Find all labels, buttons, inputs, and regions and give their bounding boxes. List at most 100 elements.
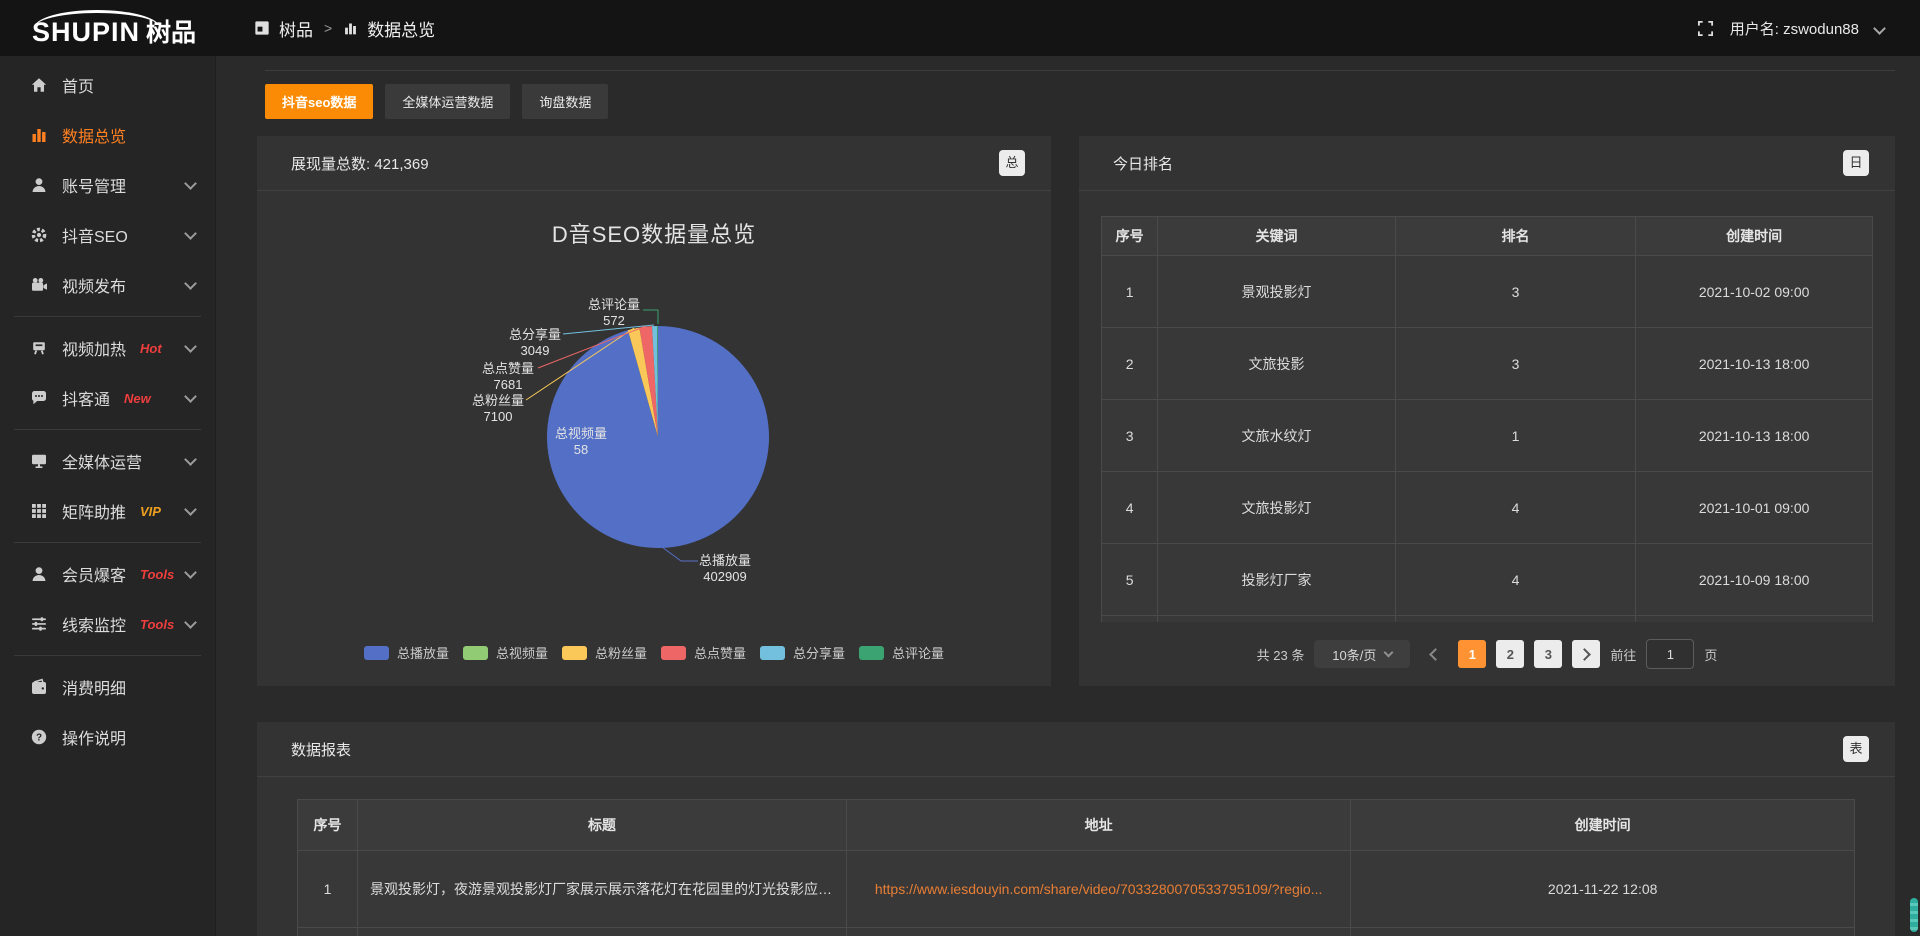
sidebar-divider xyxy=(14,316,201,317)
breadcrumb-root[interactable]: 树品 xyxy=(279,20,313,40)
pie-slice-2[interactable] xyxy=(627,330,658,437)
gear-icon xyxy=(31,227,47,243)
page-button-3[interactable]: 3 xyxy=(1534,640,1563,668)
sidebar-item-user[interactable]: 会员爆客 Tools xyxy=(0,549,215,599)
table-row: 1 景观投影灯 3 2021-10-02 09:00 xyxy=(1101,255,1873,328)
sidebar-divider xyxy=(14,542,201,543)
seo-data-panel: 展现量总数: 421,369 总 D音SEO数据量总览 总播放量 402909 总视… xyxy=(257,136,1051,686)
chevron-down-icon[interactable] xyxy=(1873,21,1886,35)
sidebar-item-user[interactable]: 账号管理 xyxy=(0,160,215,210)
chevron-down-icon xyxy=(184,615,197,629)
prev-page-button[interactable] xyxy=(1420,640,1448,668)
pie-slice-5[interactable] xyxy=(652,326,658,437)
pie-label-value: 7681 xyxy=(494,377,523,392)
legend-swatch xyxy=(661,645,686,660)
goto-page-input[interactable] xyxy=(1646,639,1695,669)
main-content: 抖音seo数据 全媒体运营数据 询盘数据 展现量总数: 421,369 总 D音SE… xyxy=(216,56,1920,936)
sidebar-item-gear[interactable]: 抖音SEO xyxy=(0,210,215,260)
pie-label-value: 3049 xyxy=(521,343,550,358)
legend-item[interactable]: 总评论量 xyxy=(859,643,944,662)
pie-slice-3[interactable] xyxy=(627,327,658,437)
legend-swatch xyxy=(760,645,786,660)
sidebar-item-home[interactable]: 首页 xyxy=(0,60,215,110)
chevron-down-icon xyxy=(1383,647,1394,658)
header-cell: 序号 xyxy=(1101,216,1159,256)
sliders-icon xyxy=(32,617,46,631)
legend-item[interactable]: 总播放量 xyxy=(363,643,449,662)
header-cell: 地址 xyxy=(845,799,1352,851)
tab-bar: 抖音seo数据 全媒体运营数据 询盘数据 xyxy=(265,84,609,119)
pie-chart-area: D音SEO数据量总览 总播放量 402909 总视频量 58 总粉丝量 7100 总点赞量 7… xyxy=(257,191,1051,686)
legend-item[interactable]: 总粉丝量 xyxy=(561,643,647,662)
legend-item[interactable]: 总视频量 xyxy=(462,643,548,662)
table-mode-button[interactable]: 表 xyxy=(1843,736,1869,762)
table-cell: 4 xyxy=(1394,543,1637,616)
sidebar-item-sliders[interactable]: 线索监控 Tools xyxy=(0,599,215,649)
legend-swatch xyxy=(462,645,488,660)
sidebar-item-camera[interactable]: 视频发布 xyxy=(0,260,215,310)
table-cell xyxy=(1635,615,1873,622)
chevron-right-icon xyxy=(1578,647,1592,661)
pie-slice-4[interactable] xyxy=(639,326,658,437)
data-report-panel: 数据报表 表 序号 标题 地址 创建时间 1 景观投影灯，夜游景观投影灯厂家展示展示落花灯… xyxy=(257,722,1895,936)
table-cell: 2021-10-02 09:00 xyxy=(1635,255,1873,328)
fullscreen-icon[interactable] xyxy=(1697,20,1714,37)
table-cell: 4 xyxy=(1394,471,1637,544)
table-cell: 2021-10-01 09:00 xyxy=(1635,471,1873,544)
report-table: 序号 标题 地址 创建时间 1 景观投影灯，夜游景观投影灯厂家展示展示落花灯在花园里的灯光… xyxy=(297,799,1855,936)
table-cell xyxy=(1394,615,1637,622)
tab-1[interactable]: 抖音seo数据 xyxy=(265,84,374,119)
legend-label: 总点赞量 xyxy=(694,646,747,661)
sidebar-item-wallet[interactable]: 消费明细 xyxy=(0,662,215,712)
grid-icon xyxy=(32,504,46,518)
legend-label: 总视频量 xyxy=(495,646,548,661)
sidebar-item-heater[interactable]: 视频加热 Hot xyxy=(0,323,215,373)
bars-icon xyxy=(32,129,46,142)
sidebar-item-monitor[interactable]: 全媒体运营 xyxy=(0,436,215,486)
pie-slice-1[interactable] xyxy=(547,326,770,548)
tab-3[interactable]: 询盘数据 xyxy=(522,84,609,119)
sidebar-item-question[interactable]: ? 操作说明 xyxy=(0,712,215,762)
pie-label-line xyxy=(661,546,698,562)
chart-legend: 总播放量 总视频量 总粉丝量 总点赞量 总分享量 总评论量 xyxy=(257,643,1051,662)
pie-label-value: 7100 xyxy=(484,409,513,424)
wallet-icon xyxy=(32,678,46,694)
chevron-down-icon xyxy=(184,502,197,516)
page-button-1[interactable]: 1 xyxy=(1458,640,1487,668)
total-mode-button[interactable]: 总 xyxy=(999,150,1025,176)
sidebar-item-label: 操作说明 xyxy=(62,731,127,748)
username-label[interactable]: 用户名: zswodun88 xyxy=(1729,20,1859,38)
table-row-clipped xyxy=(297,927,1855,936)
scrollbar-thumb[interactable] xyxy=(1910,898,1918,932)
table-cell: 3 xyxy=(1394,327,1637,400)
table-cell: 文旅投影 xyxy=(1157,327,1396,400)
legend-swatch xyxy=(859,645,885,660)
sidebar: 首页 数据总览 账号管理 抖音SEO 视频发布视频加热 Hot 抖客通 New 全媒体运营 矩阵助… xyxy=(0,56,216,936)
page-button-2[interactable]: 2 xyxy=(1496,640,1525,668)
tab-2[interactable]: 全媒体运营数据 xyxy=(385,84,511,119)
header-cell: 关键词 xyxy=(1157,216,1396,256)
legend-item[interactable]: 总点赞量 xyxy=(661,643,746,662)
sidebar-item-grid[interactable]: 矩阵助推 VIP xyxy=(0,486,215,536)
legend-label: 总播放量 xyxy=(396,646,449,661)
page-size-select[interactable]: 10条/页 xyxy=(1314,640,1411,668)
sidebar-item-chat[interactable]: 抖客通 New xyxy=(0,373,215,423)
day-mode-button[interactable]: 日 xyxy=(1843,150,1869,176)
video-link[interactable]: https://www.iesdouyin.com/share/video/70… xyxy=(874,881,1323,897)
table-cell: 2021-10-13 18:00 xyxy=(1635,327,1873,400)
next-page-button[interactable] xyxy=(1572,640,1601,668)
legend-item[interactable]: 总分享量 xyxy=(760,643,845,662)
sidebar-item-bars[interactable]: 数据总览 xyxy=(0,110,215,160)
table-header-row: 序号 关键词 排名 创建时间 xyxy=(1101,216,1873,256)
pie-label-line xyxy=(643,309,659,324)
table-cell: 1 xyxy=(1394,399,1637,472)
chevron-left-icon xyxy=(1429,647,1443,661)
chevron-down-icon xyxy=(184,452,197,466)
monitor-icon xyxy=(32,454,46,468)
sidebar-item-label: 视频加热 xyxy=(62,342,127,359)
table-cell: 文旅水纹灯 xyxy=(1157,399,1396,472)
header-cell: 排名 xyxy=(1394,216,1637,256)
table-row-clipped xyxy=(1101,615,1873,622)
pie-slice-6[interactable] xyxy=(657,325,658,437)
